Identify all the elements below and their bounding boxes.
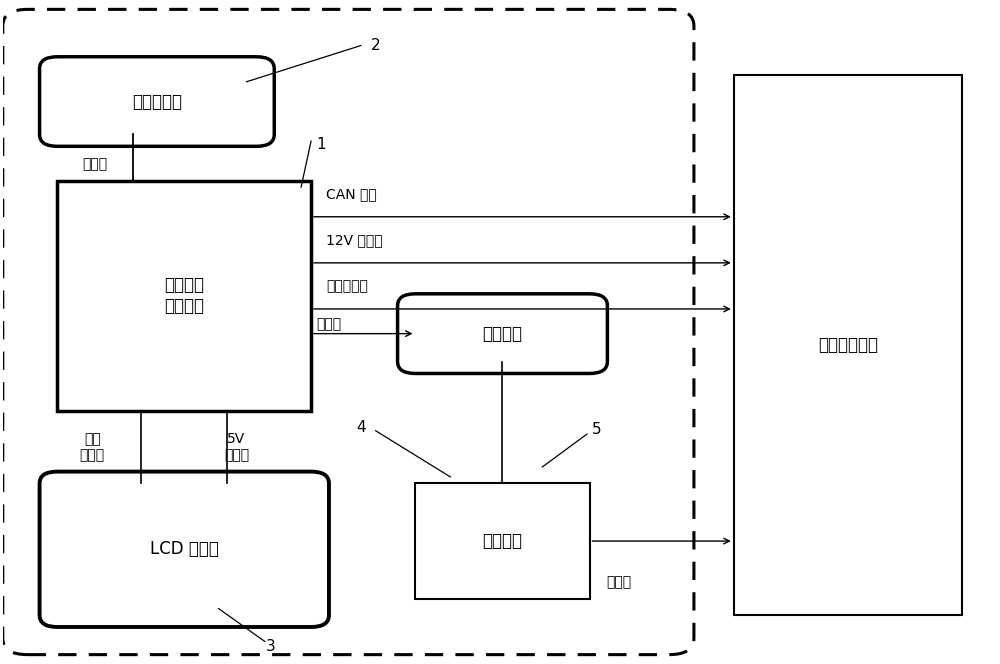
FancyBboxPatch shape [398, 293, 607, 373]
Bar [415, 483, 590, 599]
Bar [734, 75, 962, 615]
Text: 4: 4 [356, 420, 366, 435]
Text: 5: 5 [592, 422, 602, 437]
Text: 检测设备
主控制器: 检测设备 主控制器 [164, 276, 204, 315]
Text: 1: 1 [316, 137, 326, 152]
Text: 自检指示灯: 自检指示灯 [132, 92, 182, 110]
Bar [57, 181, 311, 411]
Text: 动力电池总成: 动力电池总成 [818, 336, 878, 354]
Text: 信号线: 信号线 [82, 157, 107, 171]
Text: 并行
信号线: 并行 信号线 [80, 432, 105, 462]
Text: 5V
供电线: 5V 供电线 [224, 432, 249, 462]
Text: 高压线: 高压线 [606, 575, 632, 589]
Text: 其他信号线: 其他信号线 [326, 279, 368, 293]
Text: 负载电阔: 负载电阔 [482, 532, 522, 550]
Text: 12V 供电线: 12V 供电线 [326, 233, 383, 247]
Text: 2: 2 [371, 38, 381, 53]
Text: LCD 显示屏: LCD 显示屏 [150, 540, 219, 558]
FancyBboxPatch shape [40, 471, 329, 627]
Text: 输入设备: 输入设备 [482, 325, 522, 343]
Text: 信号线: 信号线 [316, 317, 341, 331]
Text: 3: 3 [266, 639, 276, 654]
Text: CAN 总线: CAN 总线 [326, 187, 377, 201]
FancyBboxPatch shape [40, 56, 274, 146]
